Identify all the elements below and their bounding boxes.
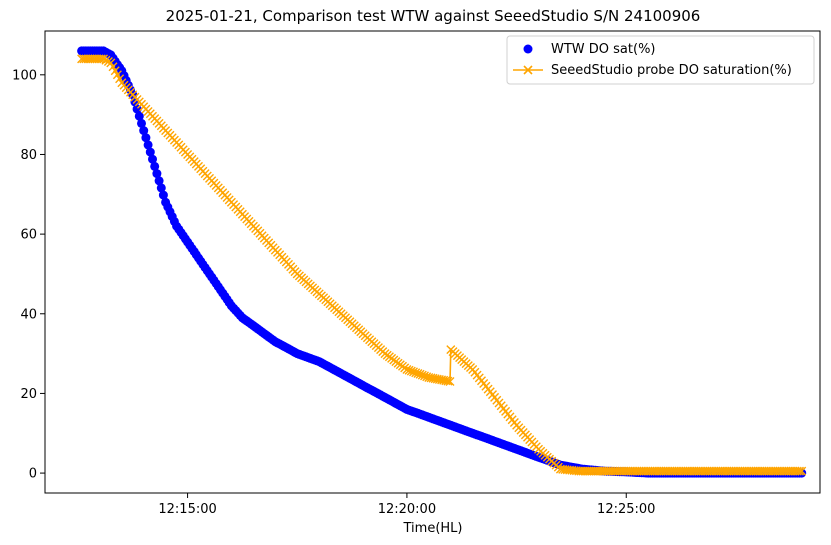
wtw-point bbox=[145, 147, 155, 157]
seeed-point bbox=[751, 466, 761, 476]
legend-frame bbox=[506, 35, 815, 85]
wtw-point bbox=[148, 154, 157, 164]
legend-marker-seeed bbox=[523, 65, 533, 75]
seeed-point bbox=[578, 466, 588, 476]
seeed-point bbox=[597, 466, 607, 476]
x-axis: 12:15:00 12:20:00 12:25:00 bbox=[158, 493, 655, 517]
wtw-point bbox=[158, 190, 168, 200]
seeed-point bbox=[654, 466, 664, 476]
legend-marker-wtw bbox=[523, 44, 533, 54]
legend-label-wtw: WTW DO sat(%) bbox=[551, 42, 656, 57]
x-tick-label: 12:20:00 bbox=[378, 502, 436, 517]
legend-label-seeed: SeeedStudio probe DO saturation(%) bbox=[551, 63, 792, 78]
series-seeed bbox=[77, 54, 807, 476]
seeed-point bbox=[79, 54, 89, 64]
seeed-point bbox=[589, 466, 599, 476]
seeed-point bbox=[718, 466, 728, 476]
chart-title: 2025-01-21, Comparison test WTW against … bbox=[166, 7, 701, 25]
seeed-point bbox=[101, 55, 111, 65]
seeed-point bbox=[595, 466, 605, 476]
legend: WTW DO sat(%) SeeedStudio probe DO satur… bbox=[506, 35, 815, 85]
wtw-point bbox=[156, 183, 166, 193]
seeed-point bbox=[720, 466, 730, 476]
wtw-point bbox=[150, 161, 160, 171]
y-tick-label: 0 bbox=[29, 467, 37, 482]
plot-frame bbox=[44, 30, 821, 494]
seeed-point bbox=[580, 466, 590, 476]
plot-area bbox=[77, 46, 807, 478]
seeed-point bbox=[619, 466, 629, 476]
seeed-point bbox=[587, 466, 596, 476]
seeed-point bbox=[753, 466, 763, 476]
y-tick-label: 40 bbox=[20, 307, 37, 322]
wtw-point bbox=[154, 176, 164, 186]
seeed-point bbox=[687, 466, 697, 476]
wtw-point bbox=[134, 111, 144, 121]
x-tick-label: 12:25:00 bbox=[597, 502, 655, 517]
wtw-point bbox=[137, 118, 146, 128]
seeed-point bbox=[99, 54, 108, 64]
seeed-point bbox=[445, 377, 455, 386]
y-tick-label: 60 bbox=[20, 228, 37, 243]
y-tick-label: 20 bbox=[20, 387, 37, 402]
wtw-point bbox=[141, 133, 151, 143]
seeed-point bbox=[582, 466, 592, 476]
seeed-point bbox=[574, 466, 584, 476]
seeed-point bbox=[576, 466, 586, 476]
seeed-point bbox=[795, 466, 804, 476]
seeed-point bbox=[786, 466, 796, 476]
seeed-point bbox=[593, 466, 603, 476]
y-tick-label: 100 bbox=[12, 68, 37, 83]
seeed-point bbox=[784, 466, 794, 476]
seeed-point bbox=[591, 466, 601, 476]
x-tick-label: 12:15:00 bbox=[158, 502, 216, 517]
seeed-point bbox=[797, 466, 807, 476]
wtw-point bbox=[143, 140, 153, 150]
y-tick-label: 80 bbox=[20, 148, 37, 163]
seeed-point bbox=[621, 466, 631, 476]
wtw-point bbox=[152, 169, 162, 179]
y-axis: 0 20 40 60 80 100 bbox=[12, 68, 45, 482]
wtw-point bbox=[139, 126, 149, 136]
seeed-point bbox=[584, 466, 594, 476]
series-wtw bbox=[77, 46, 807, 478]
seeed-point bbox=[652, 466, 662, 476]
seeed-line bbox=[81, 58, 802, 472]
seeed-point bbox=[443, 376, 453, 386]
seeed-point bbox=[685, 466, 695, 476]
seeed-point bbox=[77, 54, 87, 64]
x-axis-label: Time(HL) bbox=[403, 521, 463, 536]
